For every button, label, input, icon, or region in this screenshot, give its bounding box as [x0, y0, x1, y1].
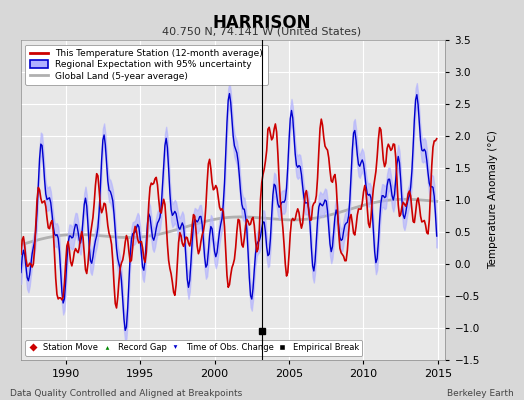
Text: Data Quality Controlled and Aligned at Breakpoints: Data Quality Controlled and Aligned at B… [10, 389, 243, 398]
Text: 40.750 N, 74.141 W (United States): 40.750 N, 74.141 W (United States) [162, 26, 362, 36]
Text: Berkeley Earth: Berkeley Earth [447, 389, 514, 398]
Text: HARRISON: HARRISON [213, 14, 311, 32]
Y-axis label: Temperature Anomaly (°C): Temperature Anomaly (°C) [488, 130, 498, 270]
Legend: Station Move, Record Gap, Time of Obs. Change, Empirical Break: Station Move, Record Gap, Time of Obs. C… [25, 340, 362, 356]
